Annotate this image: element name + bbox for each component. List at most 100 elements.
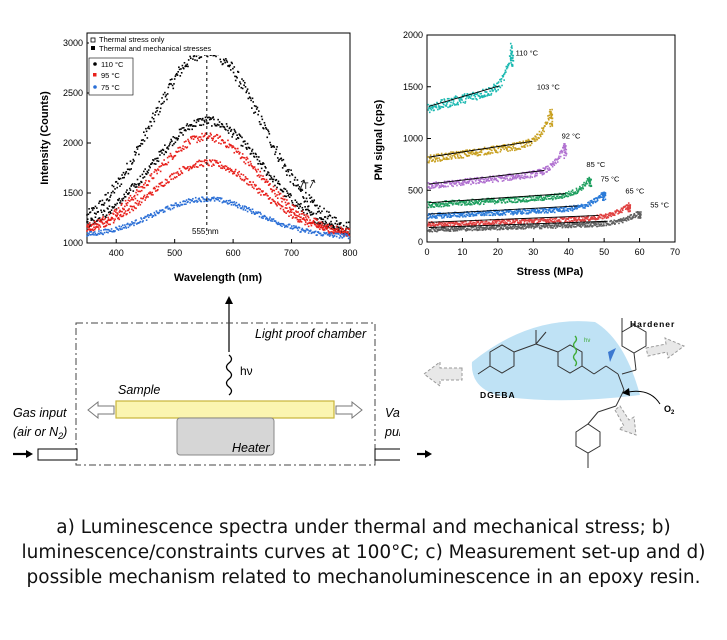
pm-point	[567, 190, 570, 193]
spectrum-point	[122, 171, 125, 174]
pm-point	[488, 226, 491, 228]
pm-point	[461, 226, 464, 229]
pm-point	[546, 122, 548, 125]
pm-point	[636, 210, 639, 213]
pm-point	[448, 97, 450, 100]
pm-point	[537, 223, 539, 226]
spectrum-point	[180, 72, 183, 74]
pm-point	[543, 212, 546, 214]
spectrum-point	[86, 232, 89, 234]
spectrum-point	[171, 155, 173, 158]
spectrum-point	[208, 118, 211, 121]
spectrum-point	[136, 148, 139, 150]
spectrum-point	[113, 205, 116, 208]
pm-point	[480, 212, 483, 214]
pm-point	[479, 180, 481, 183]
pm-point	[527, 224, 529, 226]
spectrum-point	[276, 146, 278, 148]
pm-point	[457, 228, 460, 230]
spectrum-point	[212, 116, 215, 118]
spectrum-point	[279, 183, 281, 186]
spectrum-point	[293, 205, 295, 207]
pm-point	[499, 176, 502, 179]
spectrum-point	[286, 169, 289, 171]
spectrum-point	[220, 142, 222, 145]
spectrum-point	[126, 168, 129, 171]
pm-point	[518, 222, 521, 224]
spectrum-point	[335, 225, 338, 228]
pm-point	[525, 142, 528, 145]
pm-point	[559, 196, 562, 198]
spectrum-point	[235, 201, 238, 204]
spectrum-point	[294, 205, 297, 208]
spectrum-point	[161, 102, 164, 105]
pm-point	[435, 106, 438, 109]
pm-point	[468, 200, 471, 202]
spectrum-point	[217, 198, 219, 201]
chain-arrow-left-icon	[423, 361, 463, 387]
spectrum-point	[286, 190, 288, 192]
pm-point	[459, 228, 461, 230]
spectrum-point	[268, 174, 271, 177]
pm-point	[505, 223, 507, 225]
spectrum-point	[298, 226, 301, 229]
pm-point	[587, 201, 589, 204]
pm-point	[433, 206, 436, 208]
pm-point	[452, 228, 454, 231]
pm-point	[523, 224, 526, 227]
pm-point	[450, 158, 453, 160]
spectrum-point	[310, 196, 313, 199]
pm-ylabel: PM signal (cps)	[373, 99, 385, 180]
pm-point	[491, 179, 493, 181]
pm-point	[542, 170, 544, 173]
spectrum-point	[123, 193, 125, 196]
pm-point	[451, 221, 453, 223]
spectrum-point	[111, 206, 114, 208]
pm-point	[499, 222, 502, 224]
pm-point	[468, 149, 471, 151]
pm-point	[445, 103, 448, 105]
pm-point	[555, 162, 557, 165]
pm-point	[504, 174, 506, 177]
spectrum-point	[135, 186, 138, 188]
pm-point	[481, 200, 484, 203]
pm-point	[502, 219, 505, 222]
spectrum-point	[251, 208, 254, 211]
pm-point	[601, 225, 604, 227]
pm-point	[579, 223, 582, 225]
pm-point	[588, 203, 590, 206]
pm-point	[527, 176, 529, 179]
pm-point	[517, 221, 520, 224]
pm-point	[469, 177, 471, 180]
spectrum-point	[290, 211, 293, 214]
spectrum-point	[143, 194, 146, 197]
spectrum-point	[124, 205, 126, 208]
pm-point	[505, 227, 508, 229]
spectrum-point	[300, 202, 302, 205]
pm-point	[553, 207, 555, 210]
spectrum-point	[300, 229, 303, 231]
spectrum-point	[295, 184, 298, 187]
pm-point	[486, 199, 489, 201]
pm-point	[477, 152, 479, 154]
spectrum-point	[178, 205, 181, 207]
pm-point	[528, 211, 531, 214]
spectrum-point	[178, 204, 180, 207]
spectrum-point	[86, 235, 88, 237]
pm-point	[492, 212, 495, 215]
pm-point	[495, 179, 498, 182]
pm-point	[477, 201, 480, 204]
spectrum-point	[258, 174, 260, 176]
pm-point	[538, 130, 541, 133]
spectrum-point	[303, 218, 306, 221]
pm-point	[631, 216, 633, 219]
pm-point	[491, 149, 493, 152]
pm-point	[518, 177, 521, 179]
spectrum-point	[301, 206, 304, 209]
pm-point	[489, 177, 492, 179]
pm-point	[490, 223, 493, 226]
pm-point	[464, 204, 466, 206]
pm-point	[601, 214, 603, 217]
spectrum-point	[183, 141, 186, 143]
pm-point	[511, 178, 514, 180]
